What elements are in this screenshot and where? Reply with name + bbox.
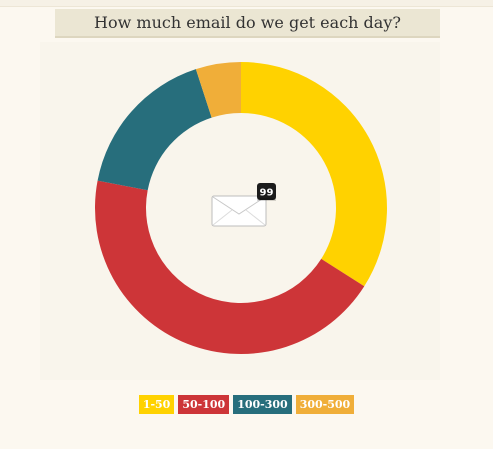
envelope-icon (211, 195, 267, 227)
legend-item-1-50[interactable]: 1-50 (138, 395, 175, 414)
count-badge-text: 99 (260, 188, 274, 199)
top-rule (0, 0, 493, 7)
title-banner: How much email do we get each day? (55, 9, 440, 38)
legend-item-100-300[interactable]: 100-300 (233, 395, 292, 414)
donut-slice-100-300[interactable] (97, 69, 212, 191)
legend-item-300-500[interactable]: 300-500 (295, 395, 355, 414)
donut-slice-300-500[interactable] (195, 62, 241, 118)
donut-slice-1-50[interactable] (241, 62, 387, 287)
legend: 1-50 50-100 100-300 300-500 (0, 395, 493, 414)
legend-item-50-100[interactable]: 50-100 (178, 395, 230, 414)
donut-slice-50-100[interactable] (94, 180, 365, 354)
count-badge: 99 (257, 183, 276, 201)
chart-title: How much email do we get each day? (94, 13, 401, 32)
